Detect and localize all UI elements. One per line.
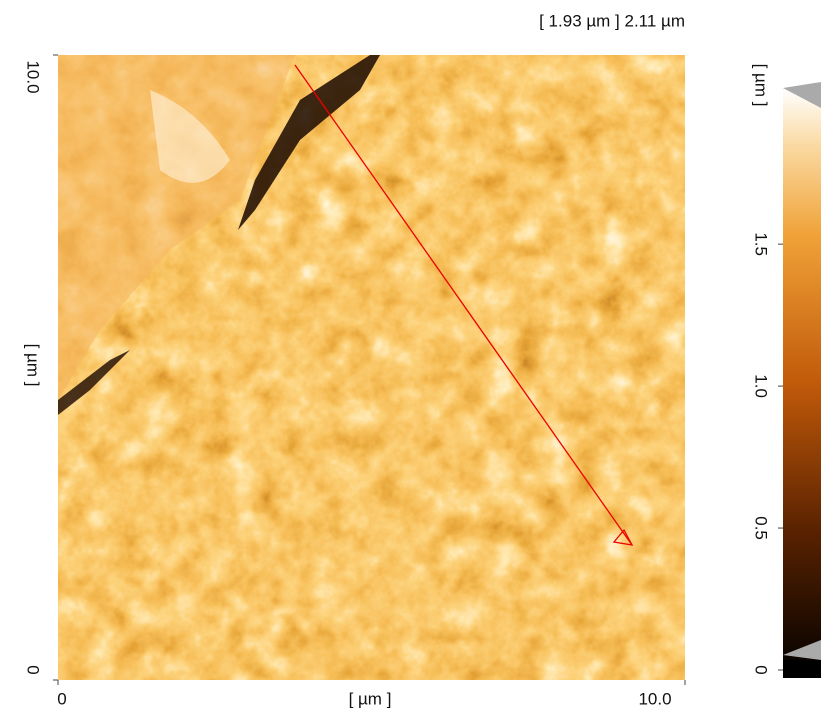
x-tick-label: 10.0 [638,689,671,708]
colorbar-floor [783,660,821,678]
height-map [58,55,685,680]
colorbar-label: [ µm ] [752,64,771,107]
colorbar-tick-label: 1.5 [752,232,771,256]
y-axis-label: [ µm ] [24,344,43,387]
colorbar-tick-label: 0 [752,665,771,674]
afm-view: [ 1.93 µm ] 2.11 µm [ µm ] [ µm ] [ µm ]… [0,0,824,721]
y-tick-label: 0 [24,665,43,674]
colorbar-tick-label: 0.5 [752,516,771,540]
y-tick-label: 10.0 [24,60,43,93]
colorbar-tick-label: 1.0 [752,374,771,398]
x-tick-label: 0 [57,689,66,708]
colorbar [783,88,821,678]
x-axis-label: [ µm ] [349,689,392,708]
header: [ 1.93 µm ] 2.11 µm [539,11,685,30]
